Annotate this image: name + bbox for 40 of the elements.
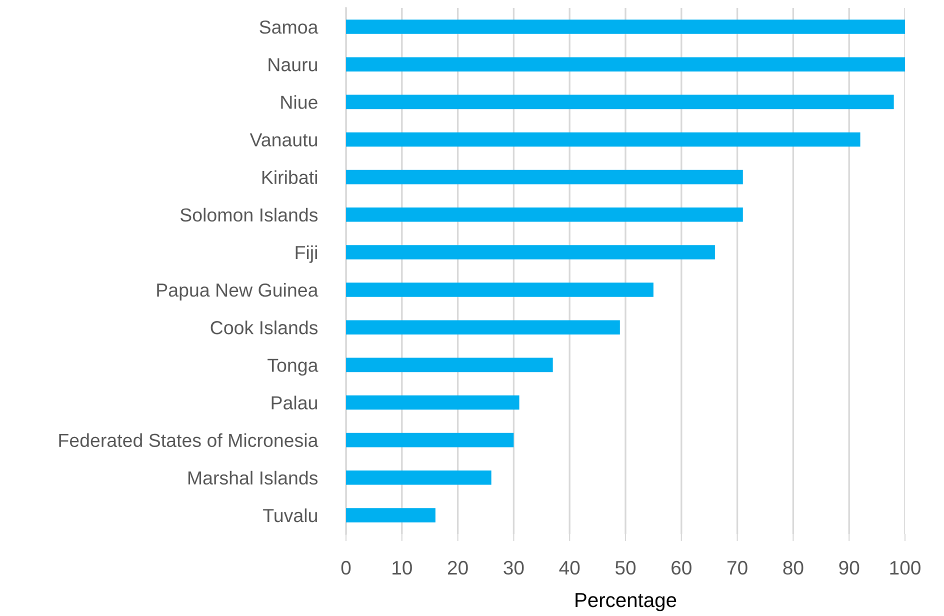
x-tick-label: 10 bbox=[392, 560, 412, 575]
bar bbox=[346, 170, 743, 184]
bar bbox=[346, 395, 520, 410]
bar bbox=[346, 20, 905, 34]
bar bbox=[346, 358, 553, 372]
y-tick-label: Solomon Islands bbox=[180, 208, 318, 222]
bar bbox=[346, 470, 492, 485]
x-tick-label: 50 bbox=[615, 560, 636, 575]
x-tick-label: 90 bbox=[839, 560, 860, 575]
bar bbox=[346, 208, 743, 222]
y-tick-label: Palau bbox=[272, 396, 317, 410]
x-tick-label: 20 bbox=[448, 560, 468, 575]
x-axis-title: Percentage bbox=[576, 593, 676, 612]
y-tick-label: Niue bbox=[281, 95, 318, 109]
bar bbox=[346, 320, 620, 334]
y-tick-label: Tuvalu bbox=[263, 508, 317, 522]
x-tick-label: 30 bbox=[504, 560, 524, 575]
bar bbox=[346, 282, 654, 297]
x-tick-label: 40 bbox=[559, 560, 580, 575]
y-tick-label: Papua New Guinea bbox=[157, 282, 318, 300]
bar bbox=[346, 508, 436, 522]
y-tick-label: Fiji bbox=[296, 245, 317, 263]
x-tick-label: 100 bbox=[890, 560, 920, 575]
y-tick-label: Vanautu bbox=[250, 133, 317, 146]
x-tick-label: 80 bbox=[783, 560, 804, 575]
bar bbox=[346, 432, 514, 448]
y-tick-label: Nauru bbox=[268, 58, 317, 72]
y-tick-label: Samoa bbox=[260, 20, 318, 34]
x-tick-label: 60 bbox=[672, 560, 692, 575]
x-tick-label: 0 bbox=[341, 560, 351, 575]
bar bbox=[346, 132, 860, 147]
bar bbox=[346, 94, 894, 110]
y-tick-label: Cook Islands bbox=[210, 320, 318, 334]
bar bbox=[346, 245, 715, 260]
x-tick-label: 70 bbox=[727, 560, 748, 575]
y-tick-label: Tonga bbox=[268, 358, 318, 376]
y-tick-label: Marshal Islands bbox=[188, 470, 318, 485]
y-tick-label: Kiribati bbox=[262, 170, 317, 184]
bar bbox=[346, 57, 905, 72]
y-tick-label: Federated States of Micronesia bbox=[59, 433, 318, 448]
